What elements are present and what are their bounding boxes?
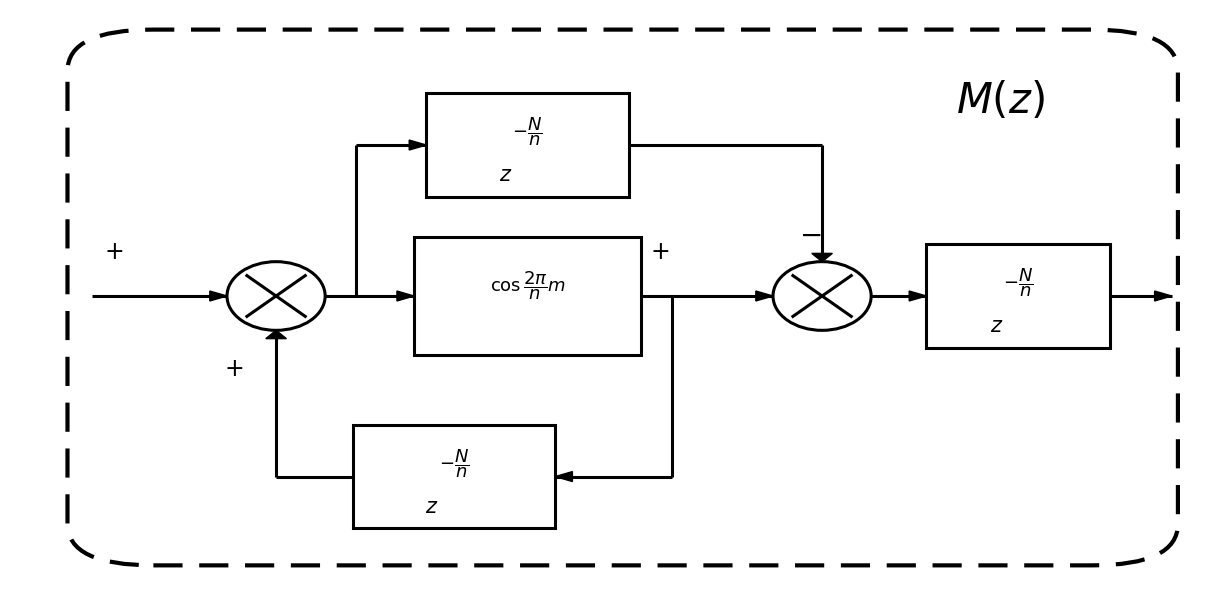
Polygon shape <box>1155 291 1172 301</box>
Polygon shape <box>210 291 227 301</box>
Bar <box>413 237 640 355</box>
Text: $\cos\dfrac{2\pi}{n}m$: $\cos\dfrac{2\pi}{n}m$ <box>490 269 566 302</box>
Text: $-\dfrac{N}{n}$: $-\dfrac{N}{n}$ <box>513 115 542 149</box>
Bar <box>353 425 555 528</box>
Text: $z$: $z$ <box>990 317 1002 336</box>
Text: $M(z)$: $M(z)$ <box>956 80 1044 121</box>
Bar <box>926 244 1110 348</box>
Polygon shape <box>812 253 832 262</box>
Text: $+$: $+$ <box>104 240 124 263</box>
Bar <box>427 93 628 197</box>
Polygon shape <box>409 140 427 150</box>
Ellipse shape <box>227 262 325 330</box>
Text: $+$: $+$ <box>650 240 669 263</box>
Text: $-\dfrac{N}{n}$: $-\dfrac{N}{n}$ <box>1004 266 1033 300</box>
Polygon shape <box>398 291 413 301</box>
Text: $z$: $z$ <box>499 166 512 185</box>
Text: $-$: $-$ <box>799 221 821 249</box>
Text: $z$: $z$ <box>426 498 438 517</box>
Polygon shape <box>266 330 286 339</box>
Polygon shape <box>555 472 572 481</box>
Text: $+$: $+$ <box>223 357 243 381</box>
Polygon shape <box>756 291 773 301</box>
Ellipse shape <box>773 262 871 330</box>
Text: $-\dfrac{N}{n}$: $-\dfrac{N}{n}$ <box>439 447 469 480</box>
Polygon shape <box>909 291 926 301</box>
